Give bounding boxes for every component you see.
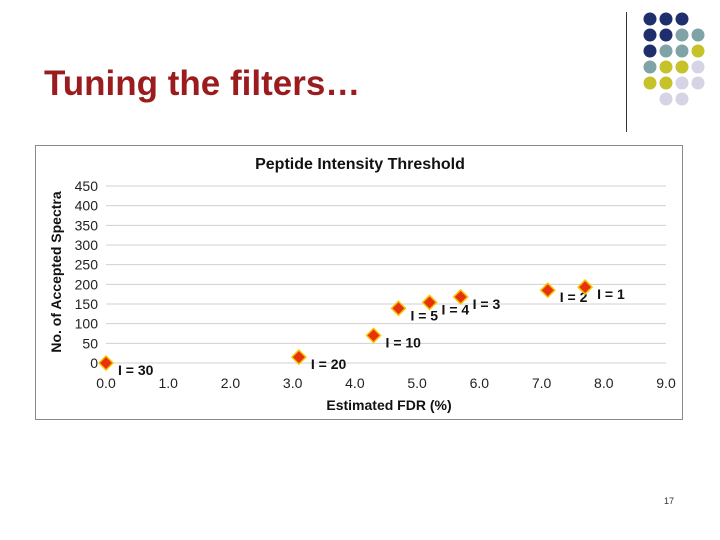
decorative-dot [643, 60, 657, 74]
point-label: I = 30 [118, 362, 154, 378]
point-label: I = 2 [560, 289, 588, 305]
data-point: I = 20 [290, 349, 347, 372]
point-marker [390, 300, 407, 317]
x-tick-label: 8.0 [594, 375, 614, 391]
y-tick-label: 250 [75, 257, 99, 273]
x-tick-label: 3.0 [283, 375, 303, 391]
grid-lines [106, 185, 666, 364]
x-tick-label: 4.0 [345, 375, 365, 391]
decorative-dot [691, 44, 705, 58]
point-marker [365, 327, 382, 344]
point-marker [421, 294, 438, 311]
y-tick-label: 400 [75, 198, 99, 214]
x-axis-title: Estimated FDR (%) [326, 397, 451, 413]
point-label: I = 1 [597, 286, 625, 302]
point-label: I = 3 [473, 296, 501, 312]
x-tick-label: 9.0 [656, 375, 676, 391]
decorative-dot [675, 44, 689, 58]
x-tick-labels: 0.0 1.0 2.0 3.0 4.0 5.0 6.0 7.0 8.0 9.0 [96, 375, 676, 391]
y-tick-label: 300 [75, 237, 99, 253]
x-tick-label: 7.0 [532, 375, 552, 391]
x-tick-label: 1.0 [158, 375, 178, 391]
point-label: I = 20 [311, 356, 347, 372]
data-point: I = 2 [539, 282, 588, 305]
scatter-chart: Peptide Intensity Threshold 0 50 100 150 200… [48, 156, 676, 413]
y-axis-title: No. of Accepted Spectra [48, 191, 64, 353]
decorative-dot [659, 44, 673, 58]
x-tick-label: 5.0 [407, 375, 427, 391]
y-tick-label: 0 [90, 355, 98, 371]
chart-frame: Peptide Intensity Threshold 0 50 100 150 200… [35, 145, 683, 420]
decorative-dot [691, 28, 705, 42]
y-tick-label: 50 [82, 335, 98, 351]
chart-title: Peptide Intensity Threshold [255, 156, 465, 173]
point-marker [539, 282, 556, 299]
y-tick-label: 150 [75, 296, 99, 312]
decorative-dot [675, 92, 689, 106]
y-tick-label: 100 [75, 316, 99, 332]
decorative-dot [675, 12, 689, 26]
slide-title: Tuning the filters… [44, 64, 361, 103]
x-tick-label: 0.0 [96, 375, 116, 391]
decorative-dot [643, 28, 657, 42]
decorative-dot [691, 60, 705, 74]
point-marker [452, 288, 469, 305]
point-label: I = 10 [386, 334, 422, 350]
data-point: I = 4 [421, 294, 470, 317]
divider-line [626, 12, 627, 132]
x-tick-label: 2.0 [221, 375, 241, 391]
y-tick-label: 350 [75, 217, 99, 233]
x-tick-label: 6.0 [470, 375, 490, 391]
decorative-dot [659, 60, 673, 74]
point-marker [97, 354, 115, 372]
decorative-dot [659, 92, 673, 106]
decorative-dot [691, 76, 705, 90]
point-marker [290, 349, 307, 366]
decorative-dot [659, 12, 673, 26]
decorative-dot [659, 28, 673, 42]
data-point: I = 3 [452, 288, 501, 312]
decorative-dot [675, 28, 689, 42]
point-label: I = 4 [442, 301, 470, 317]
decorative-dot [643, 44, 657, 58]
data-point: I = 1 [577, 279, 625, 302]
decorative-dot [643, 76, 657, 90]
decorative-dot [675, 76, 689, 90]
decorative-dot [675, 60, 689, 74]
point-marker [577, 279, 594, 296]
y-tick-label: 200 [75, 276, 99, 292]
page-number: 17 [664, 496, 675, 506]
decorative-dot [659, 76, 673, 90]
decorative-dot [643, 12, 657, 26]
y-tick-labels: 0 50 100 150 200 250 300 350 400 450 [75, 178, 99, 371]
data-point: I = 10 [365, 327, 422, 350]
y-tick-label: 450 [75, 178, 99, 194]
point-label: I = 5 [410, 307, 438, 323]
data-point: I = 30 [97, 354, 154, 378]
data-point: I = 5 [390, 300, 438, 323]
